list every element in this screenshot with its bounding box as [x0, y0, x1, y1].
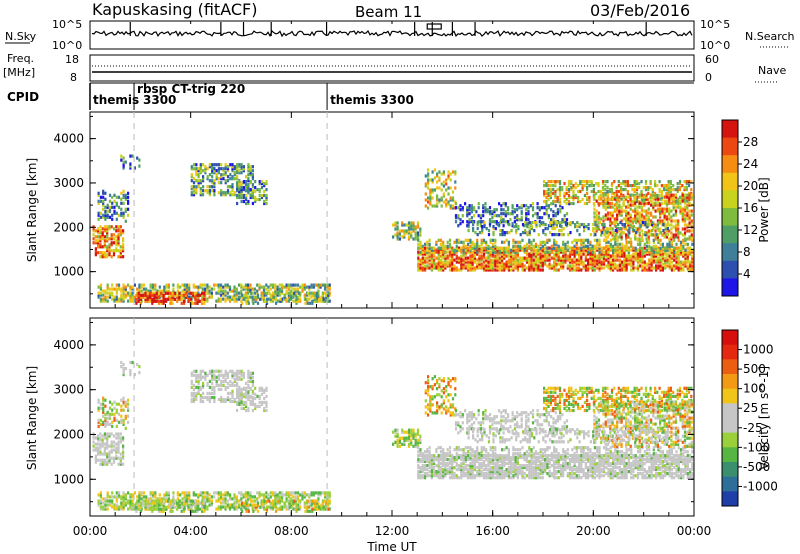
colorbar-tick-label: 12 [743, 223, 758, 237]
y-tick-label: 4000 [53, 132, 84, 146]
colorbar-swatch [722, 155, 738, 174]
velocity-colorbar-label: Velocity [m s^-1] [757, 366, 771, 470]
colorbar-tick-label: -500 [743, 460, 770, 474]
time-axis: 00:00 04:00 08:00 12:00 16:00 20:00 00:00 [73, 21, 712, 538]
freq-top-tick: 18 [65, 53, 79, 66]
colorbar-tick-label: 16 [743, 201, 758, 215]
colorbar-swatch [722, 190, 738, 209]
freq-label: Freq. [7, 52, 34, 65]
colorbar-swatch [722, 344, 738, 360]
colorbar-tick-label: 8 [743, 245, 751, 259]
colorbar-swatch [722, 330, 738, 346]
velocity-ylabel: Slant Range [km] [25, 366, 39, 470]
nsky-label: N.Sky [5, 30, 37, 43]
beam-title: Beam 11 [355, 3, 422, 21]
colorbar-tick-label: 28 [743, 135, 758, 149]
station-title: Kapuskasing (fitACF) [92, 0, 257, 19]
time-axis-label: Time UT [366, 540, 417, 554]
colorbar-swatch [722, 374, 738, 390]
y-tick-label: 1000 [53, 472, 84, 486]
colorbar-tick-label: -100 [743, 440, 770, 454]
nsky-top-tick: 10^5 [52, 18, 82, 31]
date-title: 03/Feb/2016 [590, 1, 690, 20]
power-data [92, 154, 694, 305]
time-tick-label: 08:00 [274, 524, 309, 538]
y-tick-label: 3000 [53, 176, 84, 190]
colorbar-swatch [722, 225, 738, 244]
colorbar-tick-label: -25 [743, 421, 763, 435]
colorbar-swatch [722, 260, 738, 279]
colorbar-swatch [722, 403, 738, 419]
y-tick-label: 2000 [53, 427, 84, 441]
cpid-segment-label: themis 3300 [330, 93, 414, 107]
cpid-segment-label: rbsp CT-trig 220 [137, 82, 245, 96]
colorbar-swatch [722, 491, 738, 507]
colorbar-tick-label: -1000 [743, 479, 778, 493]
velocity-data [92, 360, 694, 513]
nsearch-bottom-tick: 10^0 [700, 39, 730, 52]
power-panel: 1000 2000 3000 4000 Slant Range [km] [25, 111, 695, 309]
colorbar-tick-label: 25 [743, 401, 758, 415]
time-tick-label: 20:00 [576, 524, 611, 538]
power-colorbar-label: Power [dB] [757, 177, 771, 242]
nave-top-tick: 60 [705, 53, 719, 66]
nsky-panel: N.Sky 10^5 10^0 10^5 10^0 N.Search [5, 18, 795, 52]
power-colorbar: 4 8 12 16 20 24 28 [721, 119, 758, 297]
colorbar-swatch [722, 172, 738, 191]
cpid-segment-label: themis [93, 93, 139, 107]
colorbar-tick-label: 20 [743, 179, 758, 193]
freq-bottom-tick: 8 [70, 71, 77, 84]
colorbar-swatch [722, 278, 738, 297]
time-tick-label: 00:00 [677, 524, 712, 538]
colorbar-tick-label: 4 [743, 267, 751, 281]
colorbar-swatch [722, 388, 738, 404]
colorbar-tick-label: 1000 [743, 343, 774, 357]
nsky-trace [91, 22, 693, 38]
nave-bottom-tick: 0 [705, 71, 712, 84]
velocity-colorbar: 1000 500 100 25 -25 -100 -500 -1000 [721, 329, 778, 507]
power-ylabel: Slant Range [km] [25, 158, 39, 262]
cpid-extra-label: 3300 [143, 93, 176, 107]
colorbar-tick-label: 100 [743, 382, 766, 396]
y-tick-label: 4000 [53, 338, 84, 352]
colorbar-swatch [722, 462, 738, 478]
nsearch-label: N.Search [745, 30, 795, 43]
colorbar-swatch [722, 359, 738, 375]
nave-label: Nave [758, 64, 786, 77]
colorbar-swatch [722, 476, 738, 492]
time-tick-label: 04:00 [173, 524, 208, 538]
nsearch-top-tick: 10^5 [700, 18, 730, 31]
colorbar-swatch [722, 418, 738, 434]
time-tick-label: 00:00 [73, 524, 108, 538]
y-tick-label: 3000 [53, 383, 84, 397]
colorbar-swatch [722, 432, 738, 448]
colorbar-swatch [722, 208, 738, 227]
colorbar-tick-label: 24 [743, 157, 758, 171]
nsky-bottom-tick: 10^0 [52, 39, 82, 52]
time-tick-label: 12:00 [375, 524, 410, 538]
colorbar-swatch [722, 243, 738, 262]
velocity-panel: 1000 2000 3000 4000 Slant Range [km] [25, 317, 695, 517]
time-tick-label: 16:00 [475, 524, 510, 538]
colorbar-tick-label: 500 [743, 362, 766, 376]
y-tick-label: 1000 [53, 265, 84, 279]
cpid-label: CPID [7, 90, 39, 104]
y-tick-label: 2000 [53, 220, 84, 234]
freq-unit-label: [MHz] [3, 66, 35, 79]
colorbar-swatch [722, 447, 738, 463]
colorbar-swatch [722, 120, 738, 139]
colorbar-swatch [722, 137, 738, 156]
freq-panel: Freq. [MHz] 18 8 60 0 Nave [3, 52, 786, 84]
